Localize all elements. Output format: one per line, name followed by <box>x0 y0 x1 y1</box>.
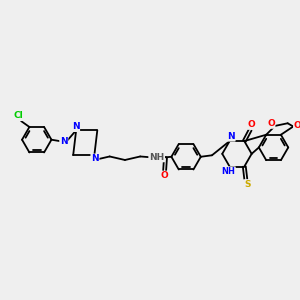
Text: N: N <box>72 122 80 131</box>
Text: Cl: Cl <box>14 111 24 120</box>
Text: N: N <box>227 132 235 141</box>
Text: NH: NH <box>149 153 164 162</box>
Text: O: O <box>248 120 256 129</box>
Text: N: N <box>91 154 99 163</box>
Text: S: S <box>244 180 250 189</box>
Text: O: O <box>294 121 300 130</box>
Text: NH: NH <box>221 167 235 176</box>
Text: O: O <box>161 171 169 180</box>
Text: N: N <box>60 137 68 146</box>
Text: O: O <box>267 119 275 128</box>
